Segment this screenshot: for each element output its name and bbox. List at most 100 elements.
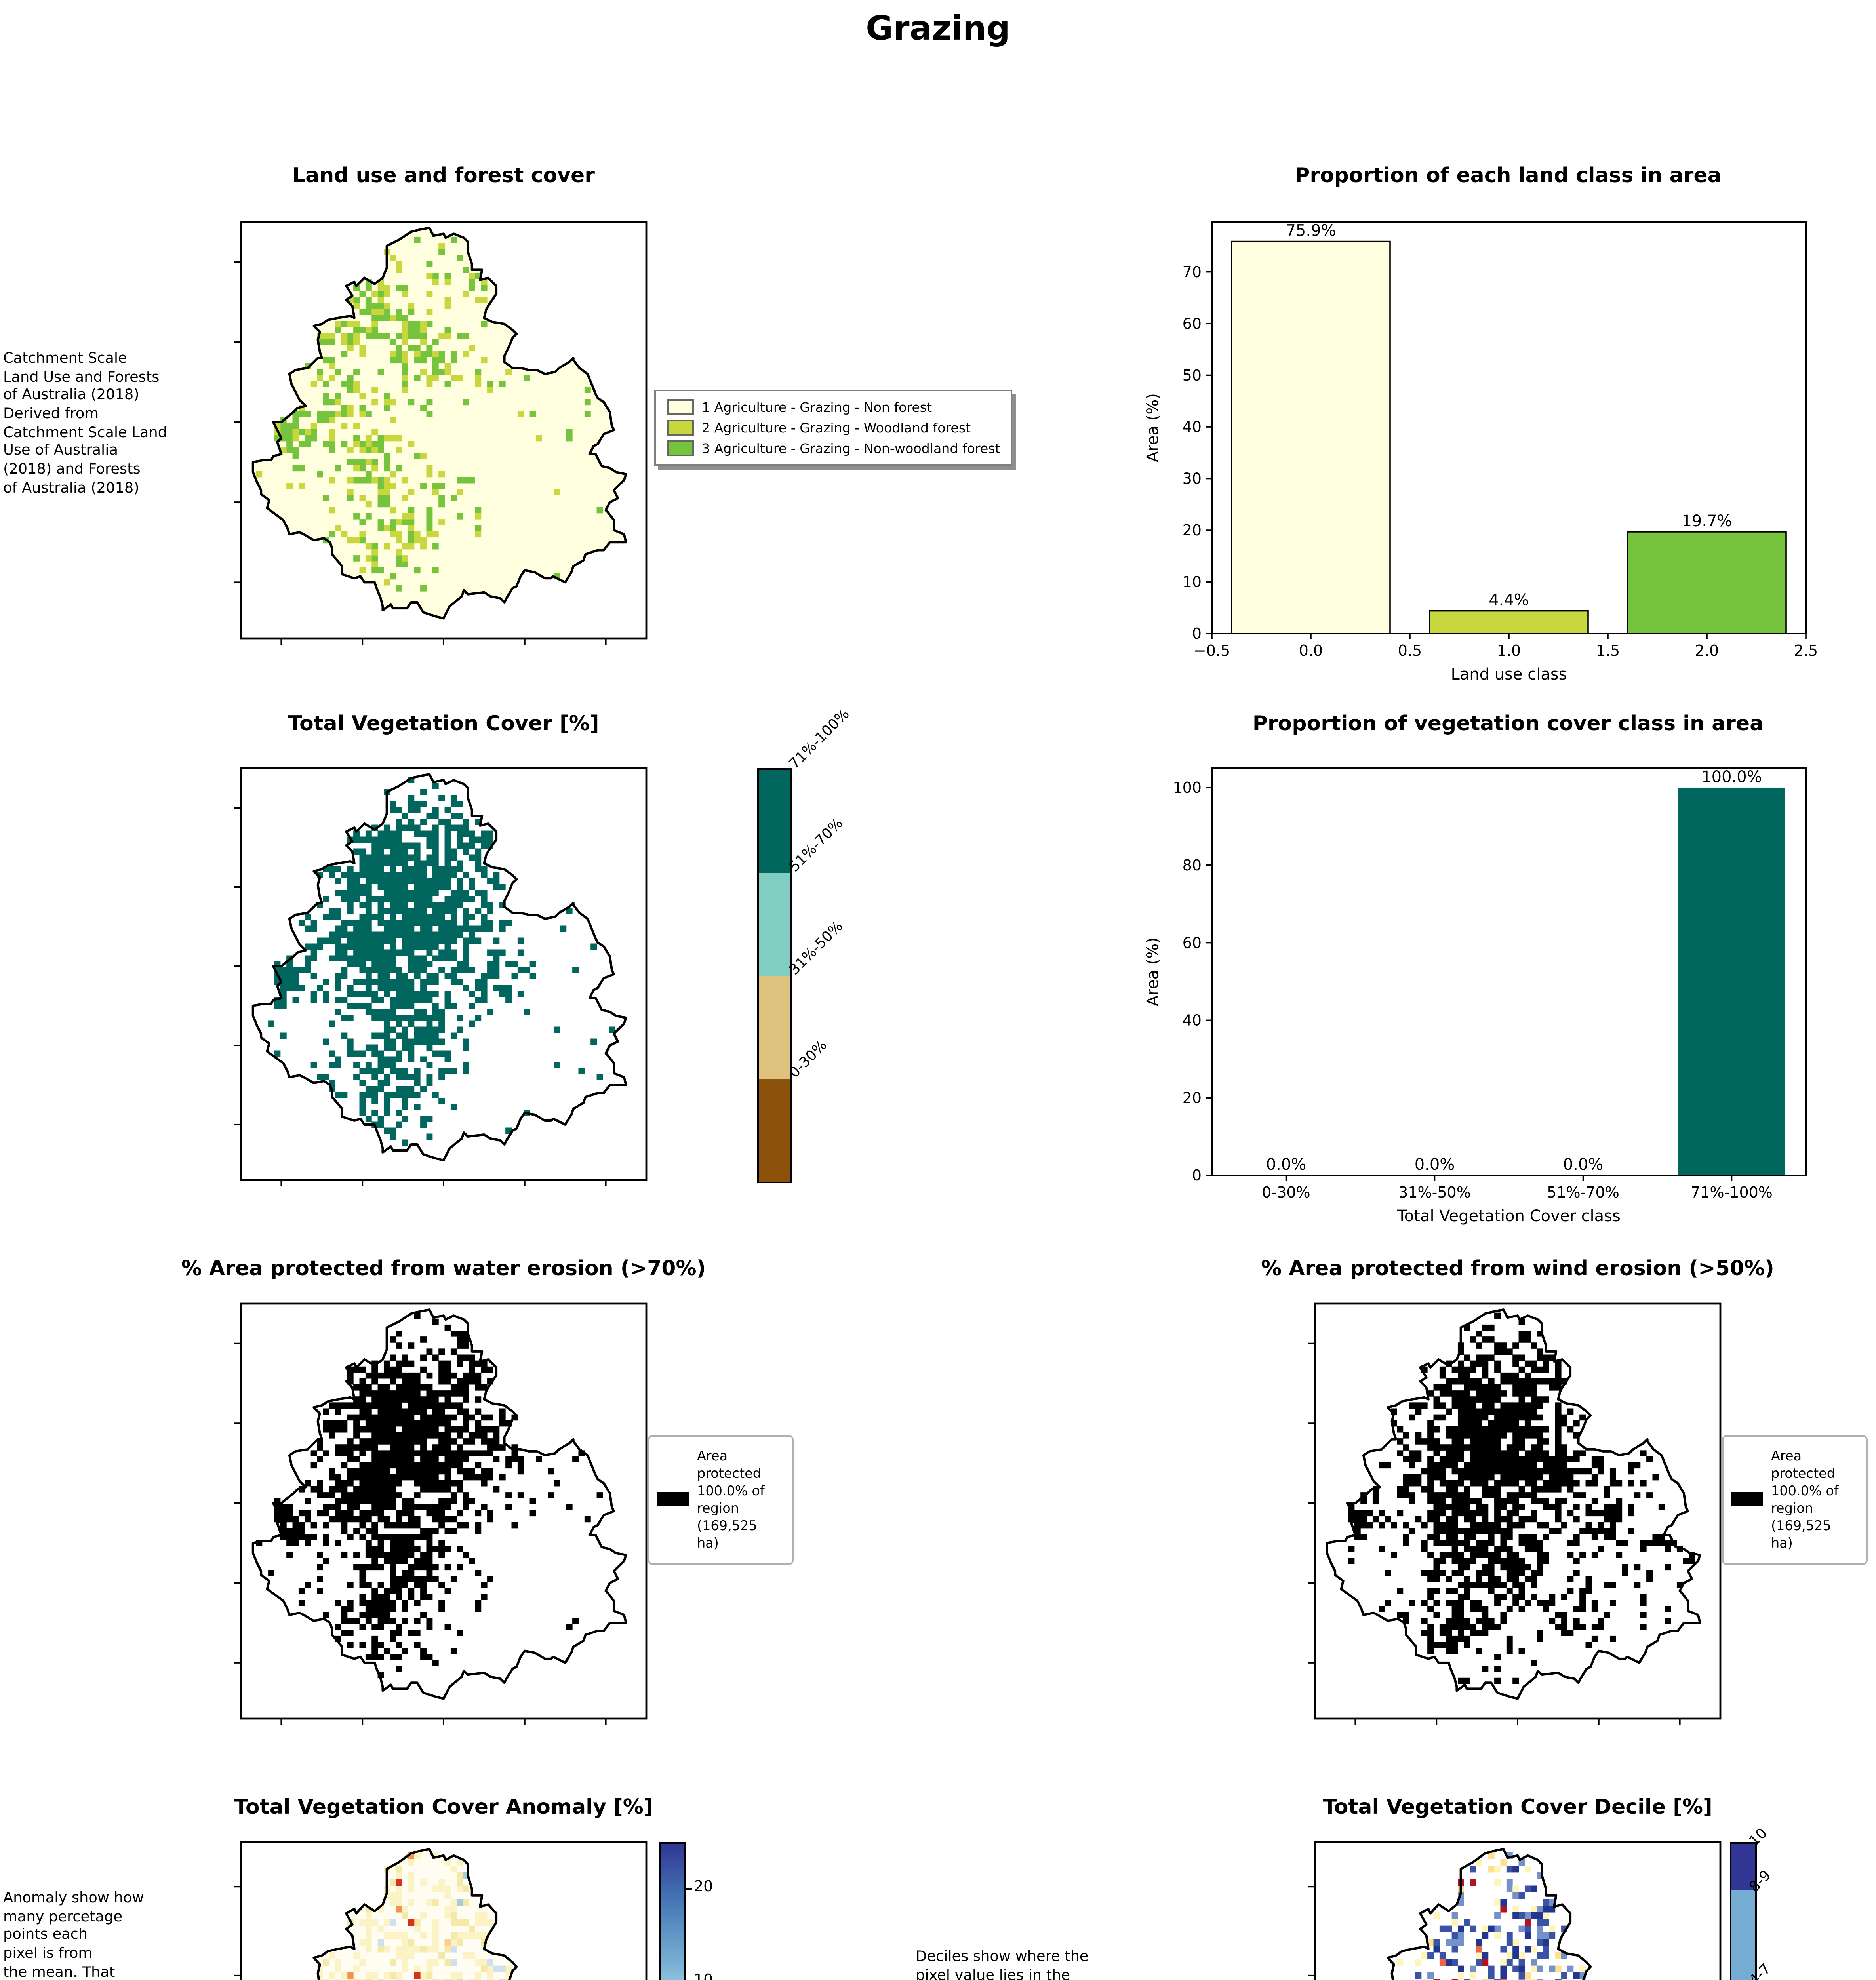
map-ticks bbox=[234, 808, 606, 1186]
map-speckles bbox=[1348, 1312, 1695, 1684]
colorbar-label: 71%-100% bbox=[787, 707, 853, 773]
x-tick-label: 0-30% bbox=[1262, 1184, 1310, 1201]
bar bbox=[1627, 531, 1787, 634]
bar-value-label: 19.7% bbox=[1682, 512, 1732, 530]
bars: 0.0% 0.0% 0.0% 100.0% bbox=[1266, 768, 1785, 1175]
map-ticks bbox=[1308, 1887, 1680, 1980]
panel-title-vegcover: Total Vegetation Cover [%] bbox=[288, 713, 599, 737]
map-ticks bbox=[234, 262, 606, 645]
protected-legend-text: Area protected 100.0% of region (169,525… bbox=[697, 1448, 765, 1550]
colorbar-label: 0-30% bbox=[787, 1038, 831, 1082]
anomaly-colorbar bbox=[659, 1842, 686, 1980]
anomaly-map bbox=[241, 1842, 646, 1980]
panel-title-landuse: Land use and forest cover bbox=[292, 165, 595, 188]
catchment-outline bbox=[253, 774, 626, 1160]
map-frame bbox=[1315, 1842, 1720, 1980]
legend-swatch-nonwoodland bbox=[667, 440, 694, 456]
map-speckles bbox=[256, 1312, 603, 1678]
x-tick-label: 1.5 bbox=[1596, 642, 1620, 659]
water-protected-legend: Area protected 100.0% of region (169,525… bbox=[648, 1435, 794, 1565]
bar-value-label: 75.9% bbox=[1286, 222, 1336, 240]
y-tick-label: 40 bbox=[1183, 1012, 1202, 1029]
map-speckles bbox=[268, 777, 615, 1146]
catchment-outline bbox=[253, 1310, 626, 1698]
x-tick-label: 51%-70% bbox=[1547, 1184, 1619, 1201]
x-axis-label: Total Vegetation Cover class bbox=[1397, 1207, 1621, 1225]
landuse-map bbox=[241, 222, 646, 638]
y-tick-label: 30 bbox=[1183, 470, 1202, 487]
x-tick-label: 1.0 bbox=[1497, 642, 1521, 659]
decile-map bbox=[1315, 1842, 1720, 1980]
bar-value-label: 0.0% bbox=[1563, 1156, 1604, 1174]
map-speckles bbox=[256, 236, 603, 592]
decile-caption: Deciles show where the pixel value lies … bbox=[916, 1948, 1089, 1980]
legend-item: 3 Agriculture - Grazing - Non-woodland f… bbox=[667, 440, 1000, 456]
x-axis-label: Land use class bbox=[1451, 665, 1567, 683]
y-tick-label: 60 bbox=[1183, 934, 1202, 952]
map-ticks bbox=[1308, 1344, 1680, 1725]
colorbar-segment bbox=[759, 1079, 790, 1182]
map-ticks bbox=[234, 1344, 606, 1725]
anomaly-caption: Anomaly show how many percetage points e… bbox=[3, 1890, 144, 1980]
map-fill bbox=[314, 1849, 517, 1980]
x-tick-label: 2.0 bbox=[1695, 642, 1719, 659]
legend-swatch-woodland bbox=[667, 420, 694, 436]
x-tick-label: −0.5 bbox=[1194, 642, 1230, 659]
x-tick-label: 0.0 bbox=[1299, 642, 1323, 659]
vegcover-colorbar bbox=[757, 768, 792, 1183]
x-tick-label: 0.5 bbox=[1398, 642, 1422, 659]
panel-title-vegclass-chart: Proportion of vegetation cover class in … bbox=[1252, 713, 1764, 737]
bar-value-label: 100.0% bbox=[1701, 768, 1762, 786]
panel-title-anomaly: Total Vegetation Cover Anomaly [%] bbox=[234, 1796, 653, 1820]
y-tick-label: 100 bbox=[1173, 779, 1202, 796]
map-ticks bbox=[234, 1887, 606, 1980]
bar-value-label: 4.4% bbox=[1489, 591, 1529, 609]
colorbar-segment bbox=[1731, 1890, 1755, 1980]
colorbar-tick-label: 20 bbox=[694, 1879, 713, 1896]
colorbar-segment bbox=[759, 976, 790, 1079]
colorbar-label: 31%-50% bbox=[787, 919, 847, 979]
y-tick-label: 10 bbox=[1183, 573, 1202, 591]
y-tick-label: 0 bbox=[1192, 1167, 1202, 1184]
protected-legend-text: Area protected 100.0% of region (169,525… bbox=[1771, 1448, 1839, 1550]
bar bbox=[1231, 240, 1391, 634]
y-tick-label: 0 bbox=[1192, 625, 1202, 642]
colorbar-tick-label: 10 bbox=[694, 1971, 713, 1980]
x-tick-label: 2.5 bbox=[1794, 642, 1818, 659]
colorbar-label: 51%-70% bbox=[787, 816, 847, 876]
landuse-caption: Catchment Scale Land Use and Forests of … bbox=[3, 350, 168, 497]
bars: 75.9% 4.4% 19.7% bbox=[1231, 222, 1787, 634]
vegcover-map bbox=[241, 768, 646, 1180]
protected-area-swatch bbox=[657, 1493, 689, 1507]
wind-protection-map bbox=[1315, 1304, 1720, 1719]
legend-item: 2 Agriculture - Grazing - Woodland fores… bbox=[667, 420, 1000, 436]
bar bbox=[1429, 610, 1589, 634]
axis-ticks: 0 20 40 60 80 100 0-30% 31%-50% 51%-70% 71%-100% bbox=[1173, 779, 1772, 1201]
wind-protected-legend: Area protected 100.0% of region (169,525… bbox=[1722, 1435, 1868, 1565]
panel-title-wind-erosion: % Area protected from wind erosion (>50%… bbox=[1261, 1258, 1774, 1281]
y-tick-label: 20 bbox=[1183, 1089, 1202, 1106]
catchment-outline bbox=[253, 228, 626, 618]
water-protection-map bbox=[241, 1304, 646, 1719]
protected-area-swatch bbox=[1731, 1493, 1763, 1507]
landuse-legend: 1 Agriculture - Grazing - Non forest 2 A… bbox=[654, 390, 1013, 466]
map-speckles bbox=[1397, 1852, 1586, 1980]
y-tick-label: 40 bbox=[1183, 418, 1202, 436]
panel-title-water-erosion: % Area protected from water erosion (>70… bbox=[181, 1258, 706, 1281]
plot-frame bbox=[1211, 767, 1807, 1176]
y-axis-label: Area (%) bbox=[1144, 393, 1162, 462]
y-axis-label: Area (%) bbox=[1144, 937, 1162, 1006]
map-fill bbox=[253, 228, 626, 619]
y-tick-label: 80 bbox=[1183, 857, 1202, 874]
y-tick-label: 60 bbox=[1183, 315, 1202, 332]
colorbar-segment bbox=[759, 770, 790, 873]
map-frame bbox=[241, 1842, 646, 1980]
decile-colorbar bbox=[1730, 1842, 1757, 1980]
legend-label: 1 Agriculture - Grazing - Non forest bbox=[702, 399, 932, 415]
catchment-outline bbox=[1327, 1310, 1700, 1698]
page-title: Grazing bbox=[866, 10, 1010, 48]
legend-item: 1 Agriculture - Grazing - Non forest bbox=[667, 399, 1000, 415]
x-tick-label: 71%-100% bbox=[1691, 1184, 1773, 1201]
